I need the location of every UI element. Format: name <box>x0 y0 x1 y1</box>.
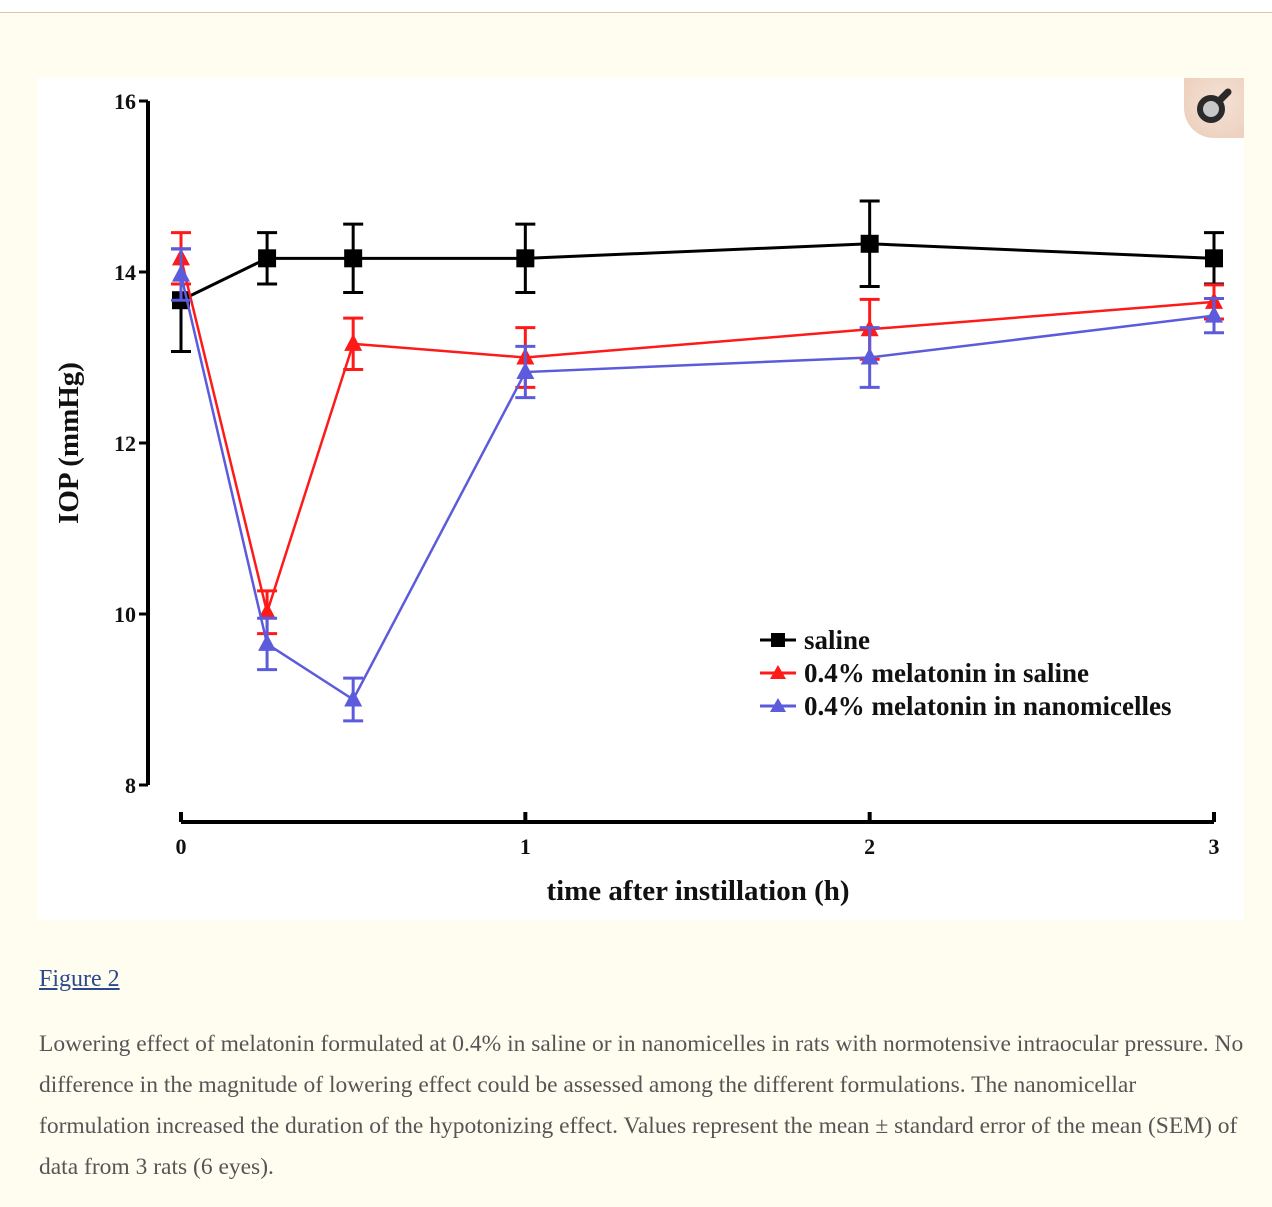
y-tick-label: 10 <box>114 602 136 627</box>
x-tick-label: 3 <box>1209 834 1220 859</box>
series-line <box>179 274 1215 702</box>
legend-item: 0.4% melatonin in saline <box>760 658 1089 688</box>
figure-image[interactable]: 8 10 12 14 16 0 1 2 3 time after instillation (h)… <box>38 78 1244 920</box>
x-tick-label: 2 <box>864 834 875 859</box>
x-tick-label: 0 <box>176 834 187 859</box>
y-axis-label: IOP (mmHg) <box>53 362 85 524</box>
legend-marker <box>771 633 785 647</box>
x-tick-label: 1 <box>520 834 531 859</box>
legend-label: saline <box>804 625 870 655</box>
legend-marker <box>770 698 786 712</box>
series-0 <box>171 199 1224 354</box>
series-line <box>179 258 1215 617</box>
data-point <box>860 234 879 253</box>
y-tick-label: 16 <box>114 89 136 114</box>
x-axis-label: time after instillation (h) <box>546 875 849 907</box>
y-tick-label: 12 <box>114 431 136 456</box>
data-point <box>516 362 535 380</box>
legend-label: 0.4% melatonin in nanomicelles <box>804 691 1172 721</box>
data-point <box>344 333 363 351</box>
data-point <box>172 264 190 282</box>
data-point <box>1205 249 1223 268</box>
data-point <box>258 249 277 268</box>
magnify-icon <box>1197 88 1232 123</box>
y-tick-label: 14 <box>114 260 136 285</box>
figure-link[interactable]: Figure 2 <box>39 966 120 992</box>
series-2 <box>171 247 1224 723</box>
data-point <box>344 249 363 268</box>
expand-figure-button[interactable] <box>1184 78 1244 138</box>
y-tick-label: 8 <box>125 773 136 798</box>
top-border <box>0 0 1272 13</box>
legend-marker <box>770 665 786 679</box>
data-point <box>516 249 535 268</box>
data-point <box>258 633 277 651</box>
series-1 <box>171 231 1224 636</box>
data-point <box>344 689 363 707</box>
figure-caption: Lowering effect of melatonin formulated … <box>39 1031 1244 1180</box>
data-point <box>860 347 879 365</box>
series-line <box>180 242 1215 302</box>
data-point <box>1205 305 1223 323</box>
legend-item: 0.4% melatonin in nanomicelles <box>760 691 1172 721</box>
data-point <box>258 602 277 620</box>
legend-item: saline <box>760 625 870 655</box>
legend-label: 0.4% melatonin in saline <box>804 658 1089 688</box>
